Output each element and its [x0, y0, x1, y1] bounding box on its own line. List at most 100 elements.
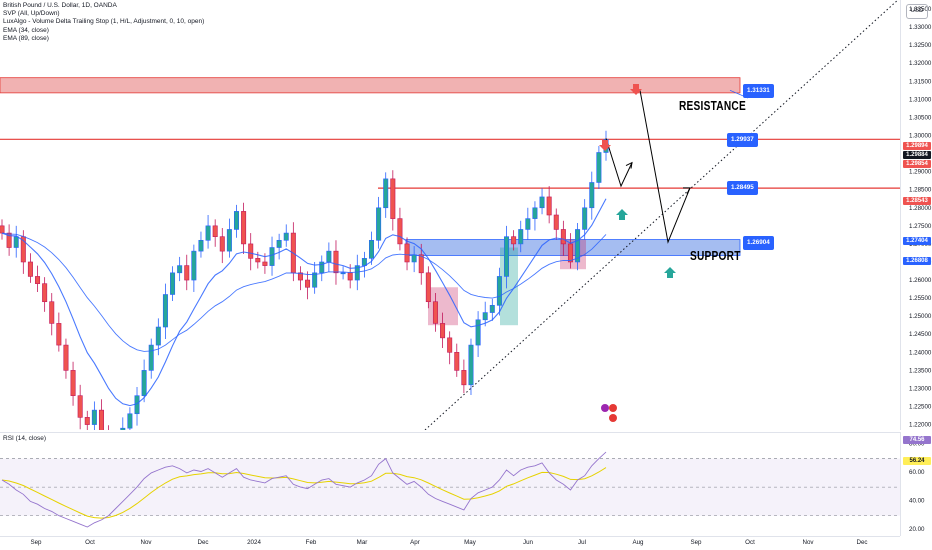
candle-body: [511, 236, 517, 245]
price-tag-current: 1.29884: [903, 151, 931, 159]
projection-short-arrow: [625, 161, 633, 169]
price-tick-label: 1.32000: [909, 60, 932, 67]
price-tag-blue-1: 1.27404: [903, 237, 931, 245]
candle-body: [269, 247, 275, 266]
time-label: Sep: [690, 539, 702, 546]
currency-button[interactable]: USD: [906, 4, 928, 19]
candle-body: [518, 229, 524, 245]
candle-body: [340, 272, 346, 275]
candle-body: [546, 196, 552, 216]
candle-body: [233, 211, 239, 230]
volume-profile-recent: [560, 239, 586, 270]
price-tick-label: 1.24500: [909, 331, 932, 338]
candle-body: [347, 272, 353, 281]
time-label: Dec: [856, 539, 868, 546]
event-icon: [601, 404, 609, 412]
candle-body: [184, 265, 190, 281]
sell-arrow-icon: [630, 84, 642, 95]
candle-body: [504, 236, 510, 277]
price-tick-label: 1.27500: [909, 223, 932, 230]
candle-body: [333, 250, 339, 274]
time-label: Jun: [523, 539, 533, 546]
resistance-zone: [0, 77, 741, 94]
price-tick-label: 1.22500: [909, 404, 932, 411]
candle-body: [582, 207, 588, 230]
projection-long-arrow: [683, 187, 691, 195]
rsi-pane[interactable]: RSI (14, close): [0, 432, 900, 537]
candle-body: [312, 272, 318, 288]
candle-body: [425, 272, 431, 303]
projection-long: [639, 90, 691, 244]
time-label: Oct: [85, 539, 95, 546]
candle-body: [212, 225, 218, 237]
time-label: Nov: [802, 539, 814, 546]
legend-indicator-ema89[interactable]: EMA (89, close): [3, 34, 49, 42]
legend-indicator-svp[interactable]: SVP (All, Up/Down): [3, 10, 60, 18]
candle-body: [56, 323, 62, 346]
candle-body: [461, 370, 467, 386]
candle-body: [198, 239, 204, 252]
candle-body: [354, 265, 360, 281]
candle-body: [84, 417, 90, 425]
buy-arrow-icon: [616, 209, 628, 220]
price-tick-label: 1.25500: [909, 295, 932, 302]
candle-body: [42, 283, 48, 303]
time-label: Apr: [410, 539, 420, 546]
price-tick-label: 1.23500: [909, 367, 932, 374]
candle-body: [560, 229, 566, 245]
candle-body: [397, 218, 403, 245]
candle-body: [91, 409, 97, 425]
candle-body: [127, 413, 133, 429]
projection-short: [605, 138, 633, 188]
time-label: May: [464, 539, 476, 546]
time-label: Oct: [745, 539, 755, 546]
price-scale[interactable]: 1.33500 1.33000 1.32500 1.32000 1.31500 1.310…: [900, 0, 932, 430]
legend-indicator-ema34[interactable]: EMA (34, close): [3, 26, 49, 34]
price-tick-label: 1.31500: [909, 78, 932, 85]
level-bubble-mid: 1.28495: [727, 181, 758, 195]
candle-body: [454, 352, 460, 371]
time-label: Feb: [305, 539, 317, 546]
candle-body: [326, 250, 332, 263]
candle-body: [539, 196, 545, 209]
sell-arrow-icon: [599, 140, 611, 151]
level-bubble-resistance: 1.31331: [743, 84, 774, 98]
ema34-line: [1, 198, 607, 407]
candle-body: [390, 178, 396, 219]
candle-body: [369, 239, 375, 259]
legend-indicator-luxalgo[interactable]: LuxAlgo - Volume Delta Trailing Stop (1,…: [3, 18, 205, 26]
candle-body: [49, 301, 55, 324]
candle-body: [411, 254, 417, 263]
candle-body: [305, 279, 311, 288]
candle-body: [440, 323, 446, 339]
time-label: Sep: [30, 539, 42, 546]
price-tick-label: 1.25000: [909, 313, 932, 320]
time-label: Aug: [632, 539, 644, 546]
price-tick-label: 1.29000: [909, 169, 932, 176]
candle-body: [148, 344, 154, 371]
time-scale[interactable]: Sep Oct Nov Dec 2024 Feb Mar Apr May Jun Jul Aug Sep…: [0, 536, 900, 550]
candle-body: [567, 243, 573, 263]
candle-body: [262, 261, 268, 266]
legend-title[interactable]: British Pound / U.S. Dollar, 1D, OANDA: [3, 2, 117, 9]
price-tick-label: 1.28000: [909, 205, 932, 212]
rsi-legend[interactable]: RSI (14, close): [3, 435, 46, 442]
candle-body: [475, 319, 481, 346]
price-chart-pane[interactable]: British Pound / U.S. Dollar, 1D, OANDA S…: [0, 0, 900, 430]
candle-body: [596, 152, 602, 183]
candle-body: [248, 243, 254, 259]
candle-body: [63, 344, 69, 371]
candle-body: [489, 305, 495, 313]
candle-body: [589, 182, 595, 209]
candle-body: [418, 254, 424, 274]
price-tick-label: 1.32500: [909, 42, 932, 49]
rsi-tag-ma: 56.24: [903, 457, 931, 465]
buy-arrow-icon: [664, 267, 676, 278]
support-label: SUPPORT: [690, 248, 741, 263]
candle-body: [70, 370, 76, 396]
price-tick-label: 1.31000: [909, 96, 932, 103]
rsi-tick-label: 60.00: [909, 469, 925, 476]
